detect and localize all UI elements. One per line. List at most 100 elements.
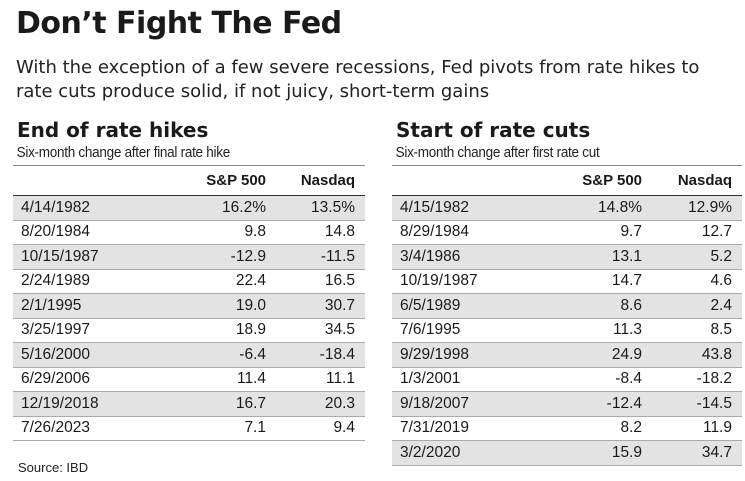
table-row: 3/2/2020 15.9 34.7 <box>392 441 742 466</box>
date-cell: 4/15/1982 <box>400 198 469 216</box>
sp500-cell: 16.7 <box>235 394 266 412</box>
date-cell: 7/31/2019 <box>400 419 469 437</box>
nasdaq-cell: 30.7 <box>324 296 355 314</box>
sp500-cell: 19.0 <box>235 296 266 314</box>
date-cell: 10/19/1987 <box>400 272 478 290</box>
table-row: 4/14/1982 16.2% 13.5% <box>13 196 365 221</box>
table-title: End of rate hikes <box>17 118 209 142</box>
date-cell: 1/3/2001 <box>400 370 461 388</box>
table-row: 2/1/1995 19.0 30.7 <box>13 294 365 319</box>
date-cell: 6/5/1989 <box>400 296 461 314</box>
date-cell: 2/24/1989 <box>21 272 90 290</box>
table-row: 10/19/1987 14.7 4.6 <box>392 270 742 294</box>
table-title: Start of rate cuts <box>396 118 591 142</box>
nasdaq-cell: 34.5 <box>324 321 355 339</box>
nasdaq-cell: 12.7 <box>701 223 732 241</box>
table-row: 10/15/1987 -12.9 -11.5 <box>13 245 365 270</box>
nasdaq-cell: 8.5 <box>710 321 732 339</box>
nasdaq-cell: 12.9% <box>688 198 732 216</box>
sp500-cell: -12.4 <box>606 394 642 412</box>
table-row: 1/3/2001 -8.4 -18.2 <box>392 368 742 392</box>
table-row: 6/29/2006 11.4 11.1 <box>13 368 365 392</box>
sp500-cell: 9.8 <box>244 223 266 241</box>
sp500-cell: 14.8% <box>598 198 642 216</box>
sp500-cell: -12.9 <box>230 247 266 265</box>
nasdaq-cell: 11.9 <box>702 419 732 437</box>
date-cell: 5/16/2000 <box>21 345 90 363</box>
nasdaq-cell: -18.4 <box>319 345 355 363</box>
date-cell: 3/2/2020 <box>400 443 461 461</box>
date-cell: 9/18/2007 <box>400 394 469 412</box>
nasdaq-cell: 2.4 <box>710 296 732 314</box>
nasdaq-cell: 43.8 <box>701 345 732 363</box>
nasdaq-cell: 5.2 <box>710 247 732 265</box>
table-row: 9/29/1998 24.9 43.8 <box>392 343 742 368</box>
table-subtitle: Six-month change after final rate hike <box>13 143 366 166</box>
date-cell: 6/29/2006 <box>21 370 90 388</box>
column-header-sp500: S&P 500 <box>582 172 642 189</box>
date-cell: 2/1/1995 <box>21 296 82 314</box>
table-body: 4/15/1982 14.8% 12.9% 8/29/1984 9.7 12.7 3/4/1… <box>392 196 742 466</box>
column-header-row: S&P 500 Nasdaq <box>13 166 365 196</box>
nasdaq-cell: -11.5 <box>320 247 355 265</box>
sp500-cell: 15.9 <box>611 443 642 461</box>
source-note: Source: IBD <box>18 460 89 475</box>
nasdaq-cell: 16.5 <box>324 272 355 290</box>
date-cell: 3/25/1997 <box>21 321 90 339</box>
table-row: 9/18/2007 -12.4 -14.5 <box>392 392 742 417</box>
column-header-row: S&P 500 Nasdaq <box>392 166 742 196</box>
date-cell: 10/15/1987 <box>21 247 99 265</box>
sp500-cell: 22.4 <box>235 272 266 290</box>
nasdaq-cell: -14.5 <box>696 394 732 412</box>
page-title: Don’t Fight The Fed <box>16 6 342 41</box>
sp500-cell: 24.9 <box>611 345 642 363</box>
sp500-cell: 9.7 <box>620 223 642 241</box>
table-row: 8/29/1984 9.7 12.7 <box>392 221 742 245</box>
table-end-of-rate-hikes: End of rate hikes Six-month change after… <box>13 117 366 441</box>
nasdaq-cell: 14.8 <box>324 223 355 241</box>
sp500-cell: 16.2% <box>222 198 266 216</box>
sp500-cell: 7.1 <box>244 419 266 437</box>
date-cell: 8/29/1984 <box>400 223 469 241</box>
table-row: 3/4/1986 13.1 5.2 <box>392 245 742 270</box>
sp500-cell: -6.4 <box>239 345 266 363</box>
nasdaq-cell: 20.3 <box>324 394 355 412</box>
table-row: 6/5/1989 8.6 2.4 <box>392 294 742 319</box>
page-subtitle: With the exception of a few severe reces… <box>16 57 700 102</box>
table-subtitle: Six-month change after first rate cut <box>392 143 743 166</box>
sp500-cell: 14.7 <box>611 272 642 290</box>
sp500-cell: 11.3 <box>612 321 642 339</box>
column-header-nasdaq: Nasdaq <box>677 172 732 189</box>
table-row: 7/31/2019 8.2 11.9 <box>392 417 742 441</box>
table-row: 7/26/2023 7.1 9.4 <box>13 417 365 441</box>
column-header-sp500: S&P 500 <box>206 172 266 189</box>
sp500-cell: 8.6 <box>620 296 642 314</box>
table-row: 5/16/2000 -6.4 -18.4 <box>13 343 365 368</box>
table-row: 4/15/1982 14.8% 12.9% <box>392 196 742 221</box>
date-cell: 4/14/1982 <box>21 198 90 216</box>
table-row: 3/25/1997 18.9 34.5 <box>13 319 365 343</box>
table-row: 12/19/2018 16.7 20.3 <box>13 392 365 417</box>
table-row: 8/20/1984 9.8 14.8 <box>13 221 365 245</box>
column-header-nasdaq: Nasdaq <box>300 172 355 189</box>
nasdaq-cell: 9.4 <box>333 419 355 437</box>
nasdaq-cell: 11.1 <box>325 370 355 388</box>
sp500-cell: -8.4 <box>615 370 642 388</box>
nasdaq-cell: -18.2 <box>696 370 732 388</box>
table-row: 2/24/1989 22.4 16.5 <box>13 270 365 294</box>
sp500-cell: 11.4 <box>236 370 266 388</box>
date-cell: 9/29/1998 <box>400 345 469 363</box>
sp500-cell: 18.9 <box>235 321 266 339</box>
sp500-cell: 8.2 <box>620 419 642 437</box>
date-cell: 8/20/1984 <box>21 223 90 241</box>
nasdaq-cell: 13.5% <box>311 198 355 216</box>
nasdaq-cell: 4.6 <box>710 272 732 290</box>
date-cell: 12/19/2018 <box>21 394 99 412</box>
sp500-cell: 13.1 <box>611 247 642 265</box>
nasdaq-cell: 34.7 <box>701 443 732 461</box>
table-start-of-rate-cuts: Start of rate cuts Six-month change afte… <box>392 117 743 466</box>
table-body: 4/14/1982 16.2% 13.5% 8/20/1984 9.8 14.8 10/15… <box>13 196 365 441</box>
date-cell: 7/6/1995 <box>400 321 461 339</box>
date-cell: 3/4/1986 <box>400 247 461 265</box>
date-cell: 7/26/2023 <box>21 419 90 437</box>
